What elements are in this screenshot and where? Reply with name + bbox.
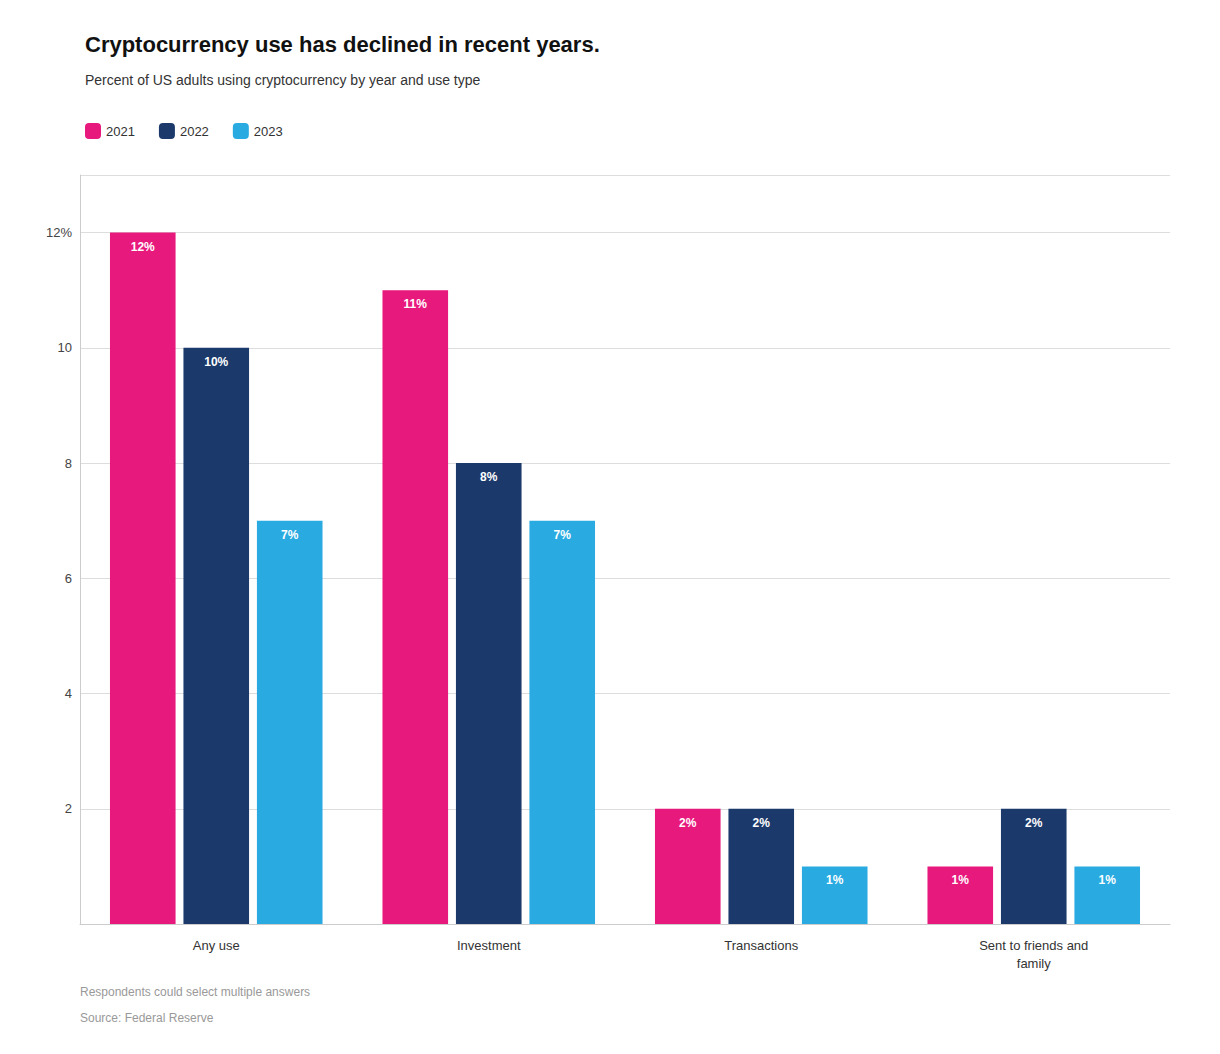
svg-text:11%: 11%	[404, 297, 428, 311]
svg-text:8%: 8%	[480, 470, 498, 484]
svg-text:Any use: Any use	[193, 938, 240, 953]
svg-text:10%: 10%	[204, 355, 228, 369]
svg-text:Source: Federal Reserve: Source: Federal Reserve	[80, 1011, 214, 1025]
svg-text:2023: 2023	[254, 124, 283, 139]
svg-text:6: 6	[65, 571, 72, 586]
svg-text:2022: 2022	[180, 124, 209, 139]
svg-text:10: 10	[58, 340, 72, 355]
svg-text:2021: 2021	[106, 124, 135, 139]
svg-text:Cryptocurrency use has decline: Cryptocurrency use has declined in recen…	[85, 32, 600, 57]
svg-text:7%: 7%	[554, 528, 572, 542]
svg-text:Respondents could select multi: Respondents could select multiple answer…	[80, 985, 310, 999]
svg-text:2%: 2%	[679, 816, 697, 830]
svg-text:Transactions: Transactions	[724, 938, 798, 953]
svg-text:12%: 12%	[131, 240, 155, 254]
svg-text:8: 8	[65, 456, 72, 471]
svg-text:family: family	[1017, 956, 1051, 971]
svg-text:2%: 2%	[1025, 816, 1043, 830]
svg-text:1%: 1%	[826, 873, 844, 887]
svg-text:Sent to friends and: Sent to friends and	[979, 938, 1088, 953]
svg-text:1%: 1%	[1099, 873, 1117, 887]
svg-text:7%: 7%	[281, 528, 299, 542]
svg-text:12%: 12%	[46, 225, 72, 240]
svg-text:4: 4	[65, 686, 72, 701]
svg-text:1%: 1%	[952, 873, 970, 887]
svg-text:2%: 2%	[753, 816, 771, 830]
svg-text:Percent of US adults using cry: Percent of US adults using cryptocurrenc…	[85, 72, 481, 88]
svg-text:Investment: Investment	[457, 938, 521, 953]
svg-text:2: 2	[65, 801, 72, 816]
